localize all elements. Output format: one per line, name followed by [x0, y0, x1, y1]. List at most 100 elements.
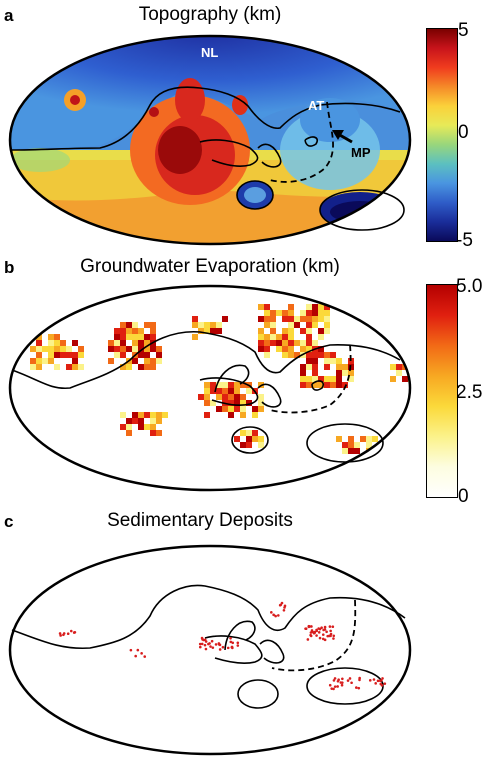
deposit-dot — [210, 639, 214, 643]
deposit-dot — [218, 648, 222, 651]
evaporation-cell — [258, 346, 264, 352]
evaporation-cell — [306, 382, 312, 388]
evaporation-cell — [210, 388, 216, 394]
evaporation-cell — [282, 340, 288, 346]
evaporation-cell — [366, 442, 372, 448]
evaporation-cell — [114, 334, 120, 340]
evaporation-cell — [324, 352, 330, 358]
deposit-dot — [203, 643, 207, 647]
evaporation-cell — [258, 334, 264, 340]
evaporation-cell — [318, 334, 324, 340]
deposit-dot — [336, 685, 339, 688]
evaporation-cell — [48, 358, 54, 364]
evaporation-cell — [36, 334, 42, 340]
deposit-dot — [355, 686, 358, 689]
evaporation-cell — [288, 346, 294, 352]
deposit-dot — [200, 642, 204, 646]
evaporation-cell — [150, 346, 156, 352]
evaporation-cell — [246, 388, 252, 394]
deposit-dot — [374, 682, 377, 685]
mp-boundary — [269, 101, 334, 183]
evaporation-cell — [126, 334, 132, 340]
evaporation-cell — [156, 352, 162, 358]
evaporation-cell — [144, 358, 150, 364]
evaporation-cell — [336, 364, 342, 370]
panel-c-letter: c — [4, 512, 14, 531]
evaporation-cell — [306, 358, 312, 364]
evaporation-cell — [336, 358, 342, 364]
deposit-dot — [321, 633, 325, 636]
evaporation-cell — [150, 418, 156, 424]
evaporation-cell — [222, 382, 228, 388]
evaporation-cell — [318, 382, 324, 388]
evaporation-cell — [126, 418, 132, 424]
evaporation-cell — [252, 430, 258, 436]
evaporation-cell — [120, 364, 126, 370]
panel-b-title: Groundwater Evaporation (km) — [80, 256, 340, 277]
evaporation-cell — [258, 442, 264, 448]
evaporation-cell — [318, 304, 324, 310]
evaporation-cell — [78, 352, 84, 358]
deposit-dot — [140, 652, 143, 655]
evaporation-cell — [330, 376, 336, 382]
deposit-dot — [328, 625, 332, 628]
evaporation-cell — [228, 382, 234, 388]
evaporation-cell — [294, 322, 300, 328]
evaporation-cell — [288, 352, 294, 358]
map-c-border — [8, 544, 412, 756]
evaporation-cell — [294, 340, 300, 346]
evaporation-cell — [240, 430, 246, 436]
deposit-dot — [231, 641, 235, 645]
evaporation-cell — [228, 406, 234, 412]
evaporation-cell — [222, 406, 228, 412]
evaporation-cell — [72, 340, 78, 346]
evaporation-cell — [318, 346, 324, 352]
evaporation-cell — [306, 346, 312, 352]
evaporation-cell — [216, 322, 222, 328]
evaporation-cell — [312, 358, 318, 364]
evaporation-cell — [126, 346, 132, 352]
deposit-dot — [136, 648, 140, 652]
evaporation-cell — [120, 334, 126, 340]
evaporation-cell — [234, 394, 240, 400]
evaporation-cell — [60, 340, 66, 346]
evaporation-cell — [216, 406, 222, 412]
evaporation-cell — [210, 322, 216, 328]
evaporation-cell — [156, 412, 162, 418]
deposit-dot — [59, 634, 62, 637]
evaporation-cell — [216, 388, 222, 394]
evaporation-cell — [396, 364, 402, 370]
evaporation-cell — [198, 328, 204, 334]
evaporation-cell — [264, 346, 270, 352]
evaporation-cell — [330, 358, 336, 364]
evaporation-cell — [270, 322, 276, 328]
evaporation-cell — [144, 352, 150, 358]
evaporation-cell — [216, 382, 222, 388]
evaporation-cell — [312, 370, 318, 376]
evaporation-cell — [54, 346, 60, 352]
evaporation-cell — [270, 310, 276, 316]
evaporation-cell — [300, 328, 306, 334]
deposit-dot — [230, 645, 234, 649]
deposit-dot — [383, 682, 387, 685]
evaporation-cell — [390, 364, 396, 370]
evaporation-cell — [54, 334, 60, 340]
deposit-dot — [134, 654, 137, 658]
map-b-border — [8, 284, 412, 492]
deposit-dot — [341, 681, 344, 684]
evaporation-cell — [48, 334, 54, 340]
evaporation-cell — [54, 364, 60, 370]
evaporation-cell — [348, 448, 354, 454]
evaporation-cell — [324, 382, 330, 388]
evaporation-cell — [348, 376, 354, 382]
deposit-dot — [274, 614, 277, 618]
evaporation-cell — [252, 412, 258, 418]
evaporation-cell — [240, 394, 246, 400]
evaporation-cell — [306, 316, 312, 322]
evaporation-cell — [354, 448, 360, 454]
evaporation-cell — [390, 376, 396, 382]
evaporation-cell — [192, 322, 198, 328]
evaporation-cell — [240, 412, 246, 418]
evaporation-cell — [132, 322, 138, 328]
mp-boundary-c — [271, 599, 357, 672]
